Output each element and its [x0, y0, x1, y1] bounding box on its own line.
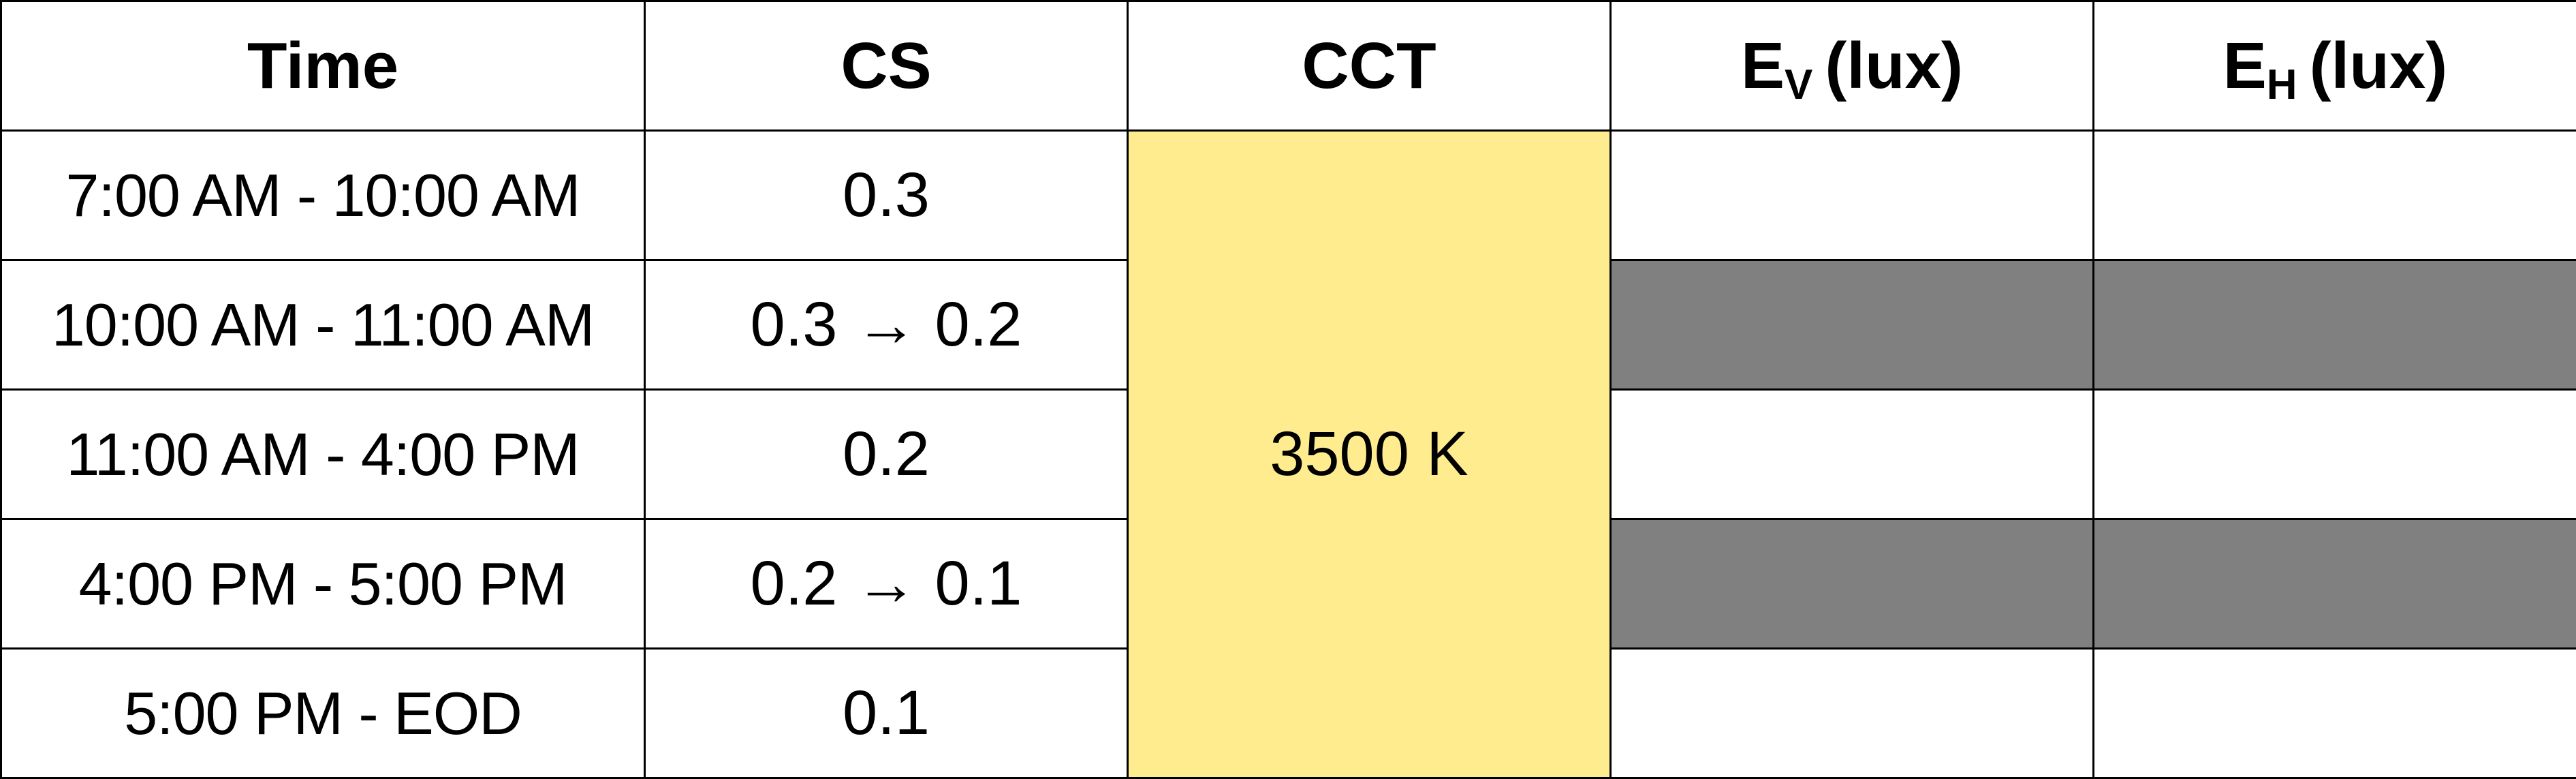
header-eh-unit: (lux) [2310, 29, 2448, 102]
eh-cell [2094, 519, 2576, 649]
eh-cell [2094, 260, 2576, 390]
header-eh-subscript: H [2267, 61, 2297, 108]
table-row: 7:00 AM - 10:00 AM 0.3 3500 K [1, 131, 2576, 260]
time-cell: 5:00 PM - EOD [1, 649, 645, 778]
eh-cell [2094, 131, 2576, 260]
header-cct: CCT [1128, 1, 1611, 131]
header-time: Time [1, 1, 645, 131]
time-cell: 7:00 AM - 10:00 AM [1, 131, 645, 260]
header-ev-unit: (lux) [1825, 29, 1963, 102]
header-ev-subscript: V [1785, 61, 1812, 108]
cs-cell: 0.3 [645, 131, 1128, 260]
ev-cell [1611, 131, 2094, 260]
time-cell: 10:00 AM - 11:00 AM [1, 260, 645, 390]
eh-cell [2094, 390, 2576, 519]
cct-cell: 3500 K [1128, 131, 1611, 778]
cs-cell: 0.2 [645, 390, 1128, 519]
cs-cell: 0.2 → 0.1 [645, 519, 1128, 649]
header-cs: CS [645, 1, 1128, 131]
ev-cell [1611, 519, 2094, 649]
eh-cell [2094, 649, 2576, 778]
ev-cell [1611, 649, 2094, 778]
time-cell: 4:00 PM - 5:00 PM [1, 519, 645, 649]
header-eh: EH (lux) [2094, 1, 2576, 131]
header-row: Time CS CCT EV(lux) EH(lux) [1, 1, 2576, 131]
ev-cell [1611, 260, 2094, 390]
time-cell: 11:00 AM - 4:00 PM [1, 390, 645, 519]
cs-cell: 0.3 → 0.2 [645, 260, 1128, 390]
header-ev: EV (lux) [1611, 1, 2094, 131]
ev-cell [1611, 390, 2094, 519]
header-ev-letter: E [1741, 29, 1785, 102]
header-eh-letter: E [2223, 29, 2267, 102]
cs-cell: 0.1 [645, 649, 1128, 778]
